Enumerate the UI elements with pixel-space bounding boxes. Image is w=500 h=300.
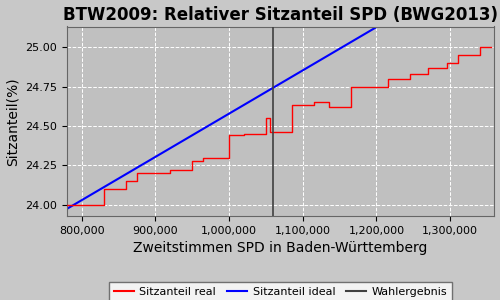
- Title: BTW2009: Relativer Sitzanteil SPD (BWG2013): BTW2009: Relativer Sitzanteil SPD (BWG20…: [63, 6, 498, 24]
- X-axis label: Zweitstimmen SPD in Baden-Württemberg: Zweitstimmen SPD in Baden-Württemberg: [134, 241, 428, 255]
- Y-axis label: Sitzanteil(%): Sitzanteil(%): [6, 77, 20, 166]
- Legend: Sitzanteil real, Sitzanteil ideal, Wahlergebnis: Sitzanteil real, Sitzanteil ideal, Wahle…: [109, 282, 452, 300]
